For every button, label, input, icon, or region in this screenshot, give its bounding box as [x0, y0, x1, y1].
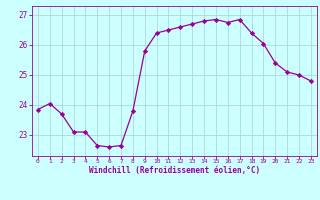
- X-axis label: Windchill (Refroidissement éolien,°C): Windchill (Refroidissement éolien,°C): [89, 166, 260, 175]
